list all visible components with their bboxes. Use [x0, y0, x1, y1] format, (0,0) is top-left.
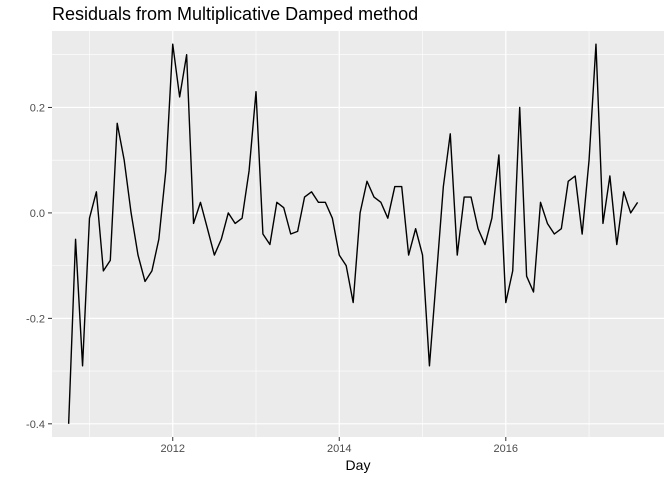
minor-gridlines [52, 31, 664, 437]
x-axis-ticks: 2012 2014 2016 [160, 437, 518, 455]
y-tick-label: -0.2 [26, 313, 45, 325]
x-tick-label: 2016 [494, 443, 518, 455]
y-tick-label: -0.4 [26, 419, 45, 431]
y-tick-label: 0.0 [30, 208, 45, 220]
x-axis-title: Day [346, 457, 371, 473]
y-axis-ticks: -0.4 -0.2 0.0 0.2 [26, 102, 52, 431]
y-tick-label: 0.2 [30, 102, 45, 114]
x-tick-label: 2012 [160, 443, 184, 455]
chart-title: Residuals from Multiplicative Damped met… [52, 4, 419, 24]
residual-series-line [67, 43, 639, 424]
major-gridlines [52, 31, 664, 437]
x-tick-label: 2014 [327, 443, 351, 455]
